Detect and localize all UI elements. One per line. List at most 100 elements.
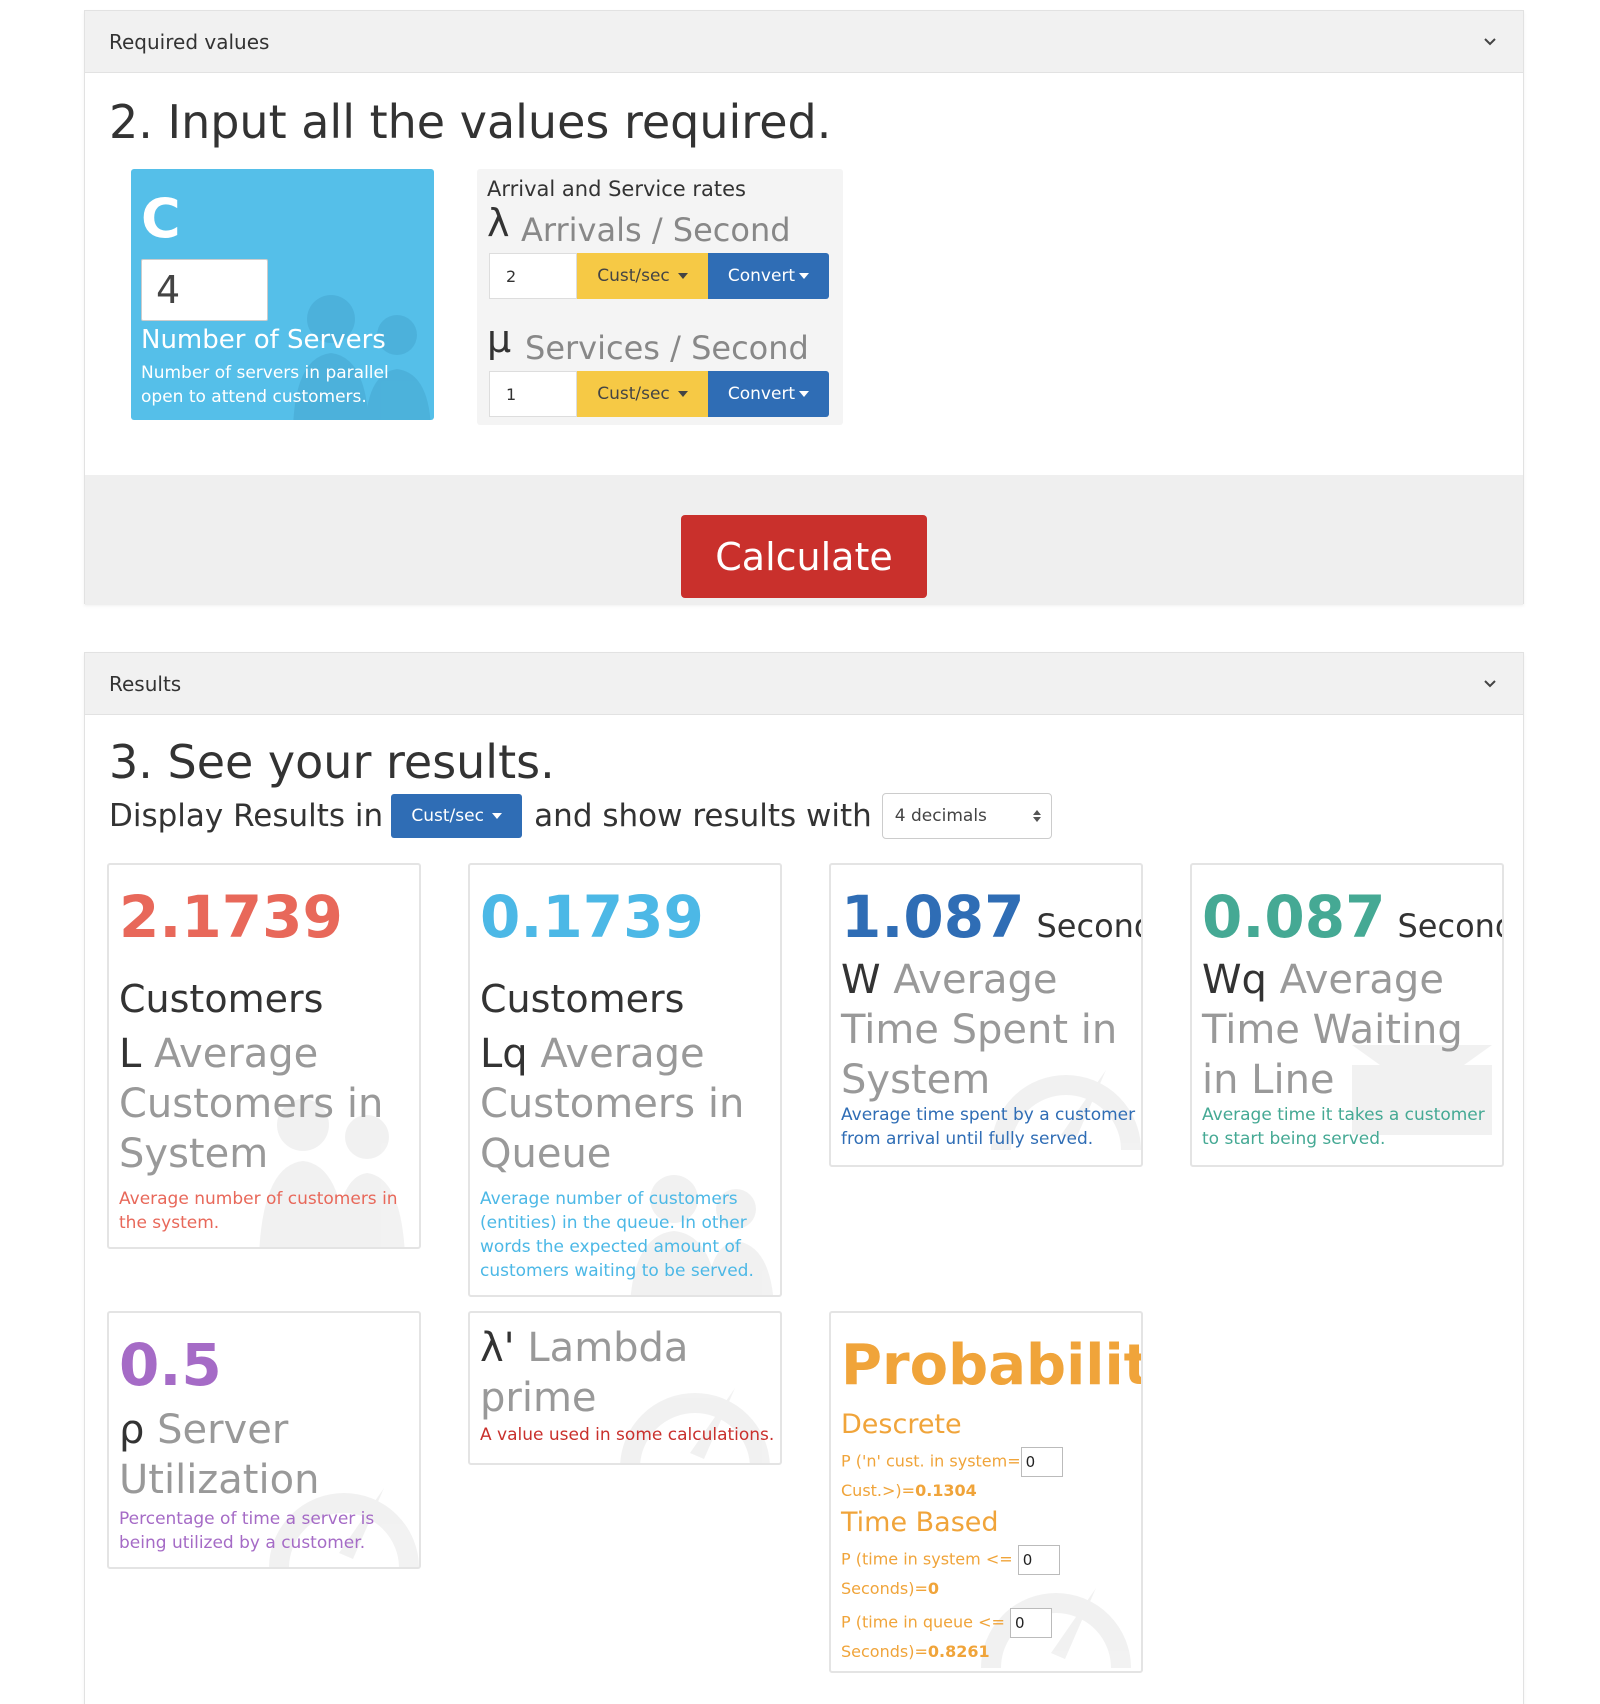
servers-label: Number of Servers <box>141 325 386 355</box>
calculate-band: Calculate <box>85 475 1523 605</box>
servers-description: Number of servers in parallel open to at… <box>141 363 389 407</box>
rates-title: Arrival and Service rates <box>487 177 746 201</box>
service-convert-button[interactable]: Convert <box>708 371 829 417</box>
lq-unit: Customers <box>480 977 685 1021</box>
arrival-label: Arrivals / Second <box>521 211 791 249</box>
result-card-rho: 0.5 ρ Server Utilization Percentage of t… <box>107 1311 421 1569</box>
people-icon <box>630 1175 774 1295</box>
l-name: Average Customers in System <box>119 1031 384 1177</box>
lambda-prime-description: A value used in some calculations. <box>480 1425 775 1445</box>
w-name: Average Time Spent in System <box>841 957 1118 1103</box>
people-icon <box>259 1099 405 1247</box>
discrete-line: P ('n' cust. in system= Cust.>)=0.1304 <box>841 1447 1131 1504</box>
rho-value: 0.5 <box>119 1331 222 1399</box>
l-description: Average number of customers in the syste… <box>119 1189 398 1233</box>
lambda-prime-name: Lambda prime <box>480 1325 689 1421</box>
envelope-icon <box>1352 1045 1492 1135</box>
arrival-symbol: λ <box>487 201 510 245</box>
service-label: Services / Second <box>525 329 809 367</box>
decimals-select[interactable]: 4 decimals <box>881 793 1052 839</box>
result-card-l: 2.1739 Customers L Average Customers in … <box>107 863 421 1249</box>
results-header[interactable]: Results <box>85 653 1523 715</box>
discrete-n-input[interactable] <box>1020 1447 1063 1477</box>
time-queue-line: P (time in queue <= Seconds)=0.8261 <box>841 1608 1131 1665</box>
servers-symbol: C <box>141 187 181 250</box>
time-queue-input[interactable] <box>1010 1608 1052 1638</box>
service-rate-input[interactable] <box>489 371 577 417</box>
caret-down-icon <box>799 273 810 279</box>
w-unit: Seconds <box>1036 907 1141 945</box>
wq-unit: Seconds <box>1397 907 1502 945</box>
lq-symbol: Lq <box>480 1031 528 1077</box>
chevron-down-icon[interactable] <box>1481 675 1499 693</box>
wq-description: Average time it takes a customer to star… <box>1202 1105 1485 1149</box>
lq-name-block: Lq Average Customers in Queue <box>480 1029 770 1179</box>
select-arrows-icon <box>1032 810 1041 822</box>
discrete-prefix: P ('n' cust. in system= <box>841 1451 1021 1471</box>
result-card-lambda-prime: λ' Lambda prime A value used in some cal… <box>468 1311 782 1465</box>
people-icon <box>293 295 431 420</box>
w-description: Average time spent by a customer from ar… <box>841 1105 1136 1149</box>
arrival-unit-button[interactable]: Cust/sec <box>577 253 708 299</box>
caret-down-icon <box>677 273 688 279</box>
arrival-unit-label: Cust/sec <box>597 266 670 286</box>
time-queue-suffix: Seconds)= <box>841 1642 928 1661</box>
rho-name-block: ρ Server Utilization <box>119 1405 409 1505</box>
speedometer-icon <box>620 1388 770 1463</box>
results-panel: Results 3. See your results. Display Res… <box>84 652 1524 1704</box>
service-unit-button[interactable]: Cust/sec <box>577 371 708 417</box>
wq-value: 0.087 <box>1202 883 1386 951</box>
display-unit-label: Cust/sec <box>411 806 484 826</box>
servers-input[interactable] <box>141 259 268 321</box>
arrival-rate-input[interactable] <box>489 253 577 299</box>
caret-down-icon <box>491 813 502 819</box>
caret-down-icon <box>799 391 810 397</box>
lambda-prime-symbol: λ' <box>480 1325 515 1371</box>
time-system-result: 0 <box>927 1579 940 1598</box>
result-card-probabilities: Probabilities Descrete P ('n' cust. in s… <box>829 1311 1143 1673</box>
rho-description: Percentage of time a server is being uti… <box>119 1509 375 1553</box>
results-title: Results <box>109 671 182 696</box>
time-system-line: P (time in system <= Seconds)=0 <box>841 1545 1131 1602</box>
required-values-panel: Required values 2. Input all the values … <box>84 10 1524 605</box>
time-system-input[interactable] <box>1017 1545 1060 1575</box>
lq-name: Average Customers in Queue <box>480 1031 745 1177</box>
display-prefix: Display Results in <box>109 798 384 834</box>
display-middle: and show results with <box>534 798 872 834</box>
discrete-suffix: Cust.>)= <box>841 1481 916 1500</box>
service-symbol: μ <box>487 317 512 361</box>
result-card-wq: 0.087 Seconds Wq Average Time Waiting in … <box>1190 863 1504 1167</box>
results-heading: 3. See your results. <box>109 735 555 789</box>
wq-value-line: 0.087 Seconds <box>1202 883 1502 951</box>
rates-box: Arrival and Service rates λ Arrivals / S… <box>477 169 843 425</box>
chevron-down-icon[interactable] <box>1481 33 1499 51</box>
arrival-convert-button[interactable]: Convert <box>708 253 829 299</box>
result-card-lq: 0.1739 Customers Lq Average Customers in… <box>468 863 782 1297</box>
lambda-prime-name-block: λ' Lambda prime <box>480 1323 730 1423</box>
time-queue-prefix: P (time in queue <= <box>841 1612 1005 1632</box>
calculate-button[interactable]: Calculate <box>681 515 927 598</box>
w-symbol: W <box>841 957 881 1003</box>
display-unit-button[interactable]: Cust/sec <box>391 794 523 838</box>
servers-box: C Number of Servers Number of servers in… <box>131 169 434 420</box>
time-system-suffix: Seconds)= <box>841 1579 928 1598</box>
rho-symbol: ρ <box>119 1407 145 1453</box>
time-system-prefix: P (time in system <= <box>841 1549 1013 1569</box>
service-unit-label: Cust/sec <box>597 384 670 404</box>
required-values-title: Required values <box>109 29 270 54</box>
required-values-heading: 2. Input all the values required. <box>109 95 832 149</box>
discrete-heading: Descrete <box>841 1409 962 1440</box>
wq-symbol: Wq <box>1202 957 1267 1003</box>
l-symbol: L <box>119 1031 142 1077</box>
wq-name: Average Time Waiting in Line <box>1202 957 1463 1103</box>
speedometer-icon <box>981 1588 1131 1669</box>
service-convert-label: Convert <box>727 384 796 404</box>
rho-name: Server Utilization <box>119 1407 320 1503</box>
decimals-selected: 4 decimals <box>894 806 987 826</box>
wq-name-block: Wq Average Time Waiting in Line <box>1202 955 1502 1105</box>
caret-down-icon <box>677 391 688 397</box>
speedometer-icon <box>269 1488 419 1567</box>
required-values-header[interactable]: Required values <box>85 11 1523 73</box>
time-heading: Time Based <box>841 1507 999 1538</box>
l-name-block: L Average Customers in System <box>119 1029 409 1179</box>
